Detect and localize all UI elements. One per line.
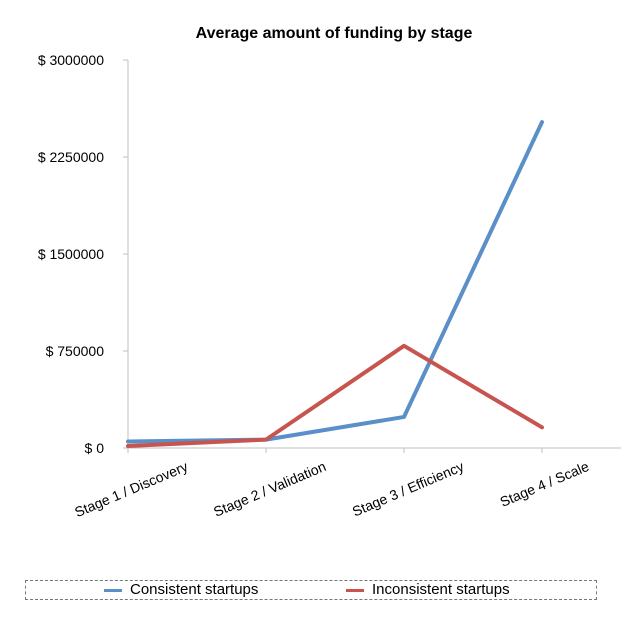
legend-item-consistent: Consistent startups xyxy=(104,581,258,599)
legend-label-consistent: Consistent startups xyxy=(130,581,259,598)
y-tick-label: $ 1500000 xyxy=(38,246,104,262)
series-line-1 xyxy=(126,343,544,449)
x-tick-label: Stage 1 / Discovery xyxy=(72,458,190,520)
chart-title: Average amount of funding by stage xyxy=(196,25,473,42)
legend-item-inconsistent: Inconsistent startups xyxy=(346,581,510,599)
legend: Consistent startups Inconsistent startup… xyxy=(25,580,597,600)
x-axis: Stage 1 / Discovery Stage 2 / Validation S… xyxy=(72,447,621,520)
x-tick-label: Stage 3 / Efficiency xyxy=(350,458,466,519)
y-tick-label: $ 750000 xyxy=(46,343,105,359)
y-axis: $ 0 $ 750000 $ 1500000 $ 2250000 $ 3000000 xyxy=(38,52,129,456)
x-tick-label: Stage 2 / Validation xyxy=(211,458,328,520)
legend-swatch-inconsistent xyxy=(346,588,364,592)
y-tick-label: $ 0 xyxy=(85,440,105,456)
series-line-0 xyxy=(126,120,544,444)
series-group xyxy=(126,120,544,449)
x-tick-label: Stage 4 / Scale xyxy=(498,458,592,510)
legend-label-inconsistent: Inconsistent startups xyxy=(372,581,510,598)
legend-swatch-consistent xyxy=(104,588,122,592)
y-tick-label: $ 3000000 xyxy=(38,52,104,68)
y-tick-label: $ 2250000 xyxy=(38,149,104,165)
line-chart: Average amount of funding by stage $ 0$ … xyxy=(38,25,621,520)
